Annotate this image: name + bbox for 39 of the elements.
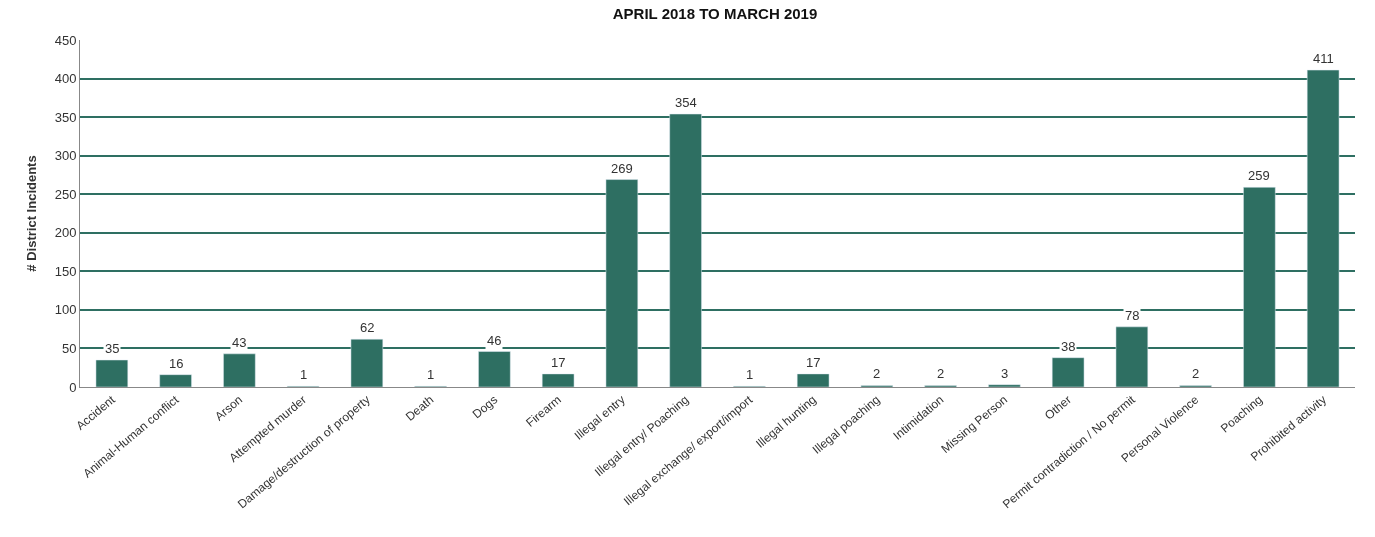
data-label: 35 <box>105 341 120 356</box>
y-tick-label: 400 <box>54 71 77 87</box>
y-tick-label: 200 <box>54 225 77 241</box>
y-tick-label: 450 <box>54 32 77 48</box>
data-label: 43 <box>232 335 247 350</box>
data-label: 3 <box>1001 366 1009 381</box>
bar <box>95 359 129 387</box>
data-label: 269 <box>611 161 633 176</box>
y-tick-label: 50 <box>61 340 77 356</box>
data-label: 354 <box>675 95 697 110</box>
data-label: 1 <box>746 367 754 382</box>
data-label: 1 <box>427 367 435 382</box>
data-label: 78 <box>1125 308 1140 323</box>
y-axis-title: # District Incidents <box>23 155 39 272</box>
bar <box>541 373 575 387</box>
data-label: 38 <box>1061 339 1076 354</box>
y-tick-label: 350 <box>54 109 77 125</box>
y-tick-label: 250 <box>54 186 77 202</box>
y-tick-label: 300 <box>54 148 77 164</box>
data-label: 17 <box>551 355 566 370</box>
data-label: 46 <box>487 333 502 348</box>
data-label: 62 <box>360 320 375 335</box>
data-label: 16 <box>169 356 184 371</box>
data-label: 2 <box>937 366 945 381</box>
data-label: 259 <box>1248 168 1270 183</box>
y-tick-label: 100 <box>54 302 77 318</box>
data-label: 2 <box>873 366 881 381</box>
bar <box>1051 357 1085 387</box>
data-label: 17 <box>806 355 821 370</box>
data-label: 1 <box>300 367 308 382</box>
y-tick-label: 150 <box>54 263 77 279</box>
chart-title: APRIL 2018 TO MARCH 2019 <box>612 4 818 22</box>
bar <box>159 374 192 387</box>
data-label: 411 <box>1313 51 1334 66</box>
bar <box>988 384 1021 387</box>
y-tick-label: 0 <box>69 379 77 395</box>
bar <box>223 353 256 387</box>
data-label: 2 <box>1192 366 1200 381</box>
bar <box>796 373 830 387</box>
